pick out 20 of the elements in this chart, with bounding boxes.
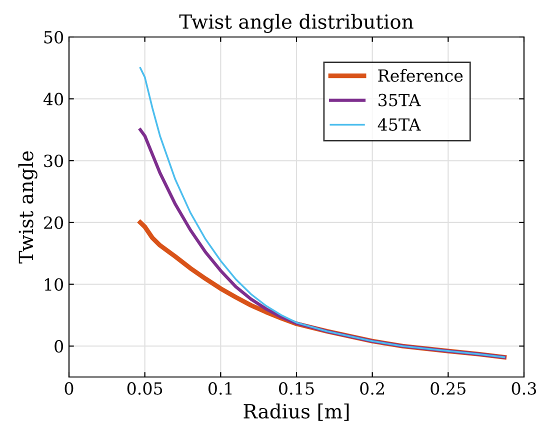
legend-label: 35TA [378,94,421,106]
x-tick-label: 0.3 [512,382,536,395]
x-tick-label: 0 [64,382,74,395]
y-tick-label: 30 [44,154,64,168]
chart-title: Twist angle distribution [179,14,414,33]
y-tick-label: 50 [44,30,64,44]
x-tick-label: 0.25 [430,382,466,395]
legend-label: 45TA [378,118,421,131]
y-tick-label: 0 [54,340,64,353]
y-tick-label: 10 [44,278,64,291]
x-axis-title: Radius [m] [244,404,349,421]
y-tick-label: 20 [44,216,64,230]
y-axis-title: Twist angle [18,151,38,264]
legend-label: Reference [378,69,463,82]
x-tick-label: 0.2 [360,382,384,395]
y-tick-label: 40 [43,92,64,106]
x-tick-label: 0.1 [208,382,232,395]
x-tick-label: 0.05 [127,382,162,395]
line-series [139,67,506,358]
x-tick-label: 0.15 [279,382,314,395]
